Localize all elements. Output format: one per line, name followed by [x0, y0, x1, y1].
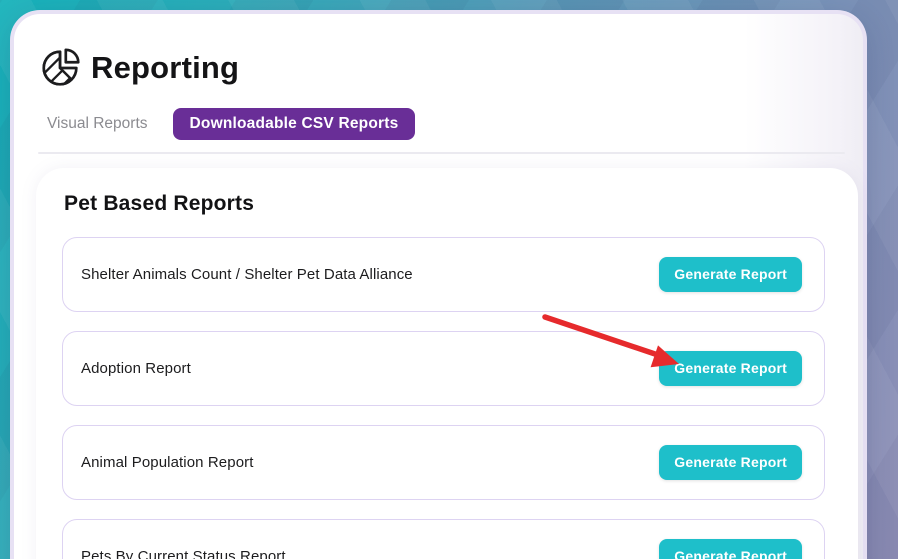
tab-visual-reports[interactable]: Visual Reports — [47, 115, 148, 133]
pet-based-reports-panel: Pet Based Reports Shelter Animals Count … — [36, 168, 858, 559]
generate-report-button[interactable]: Generate Report — [659, 445, 802, 480]
report-card: Animal Population Report Generate Report — [62, 425, 825, 500]
generate-report-button[interactable]: Generate Report — [659, 539, 802, 559]
report-name: Shelter Animals Count / Shelter Pet Data… — [81, 266, 413, 283]
tabs-divider — [38, 152, 845, 154]
section-title: Pet Based Reports — [64, 192, 255, 215]
report-card: Adoption Report Generate Report — [62, 331, 825, 406]
report-card: Shelter Animals Count / Shelter Pet Data… — [62, 237, 825, 312]
report-name: Animal Population Report — [81, 454, 254, 471]
tabs-bar: Visual Reports Downloadable CSV Reports — [47, 107, 416, 141]
generate-report-button[interactable]: Generate Report — [659, 257, 802, 292]
page-header: Reporting — [38, 44, 239, 92]
report-name: Pets By Current Status Report — [81, 548, 286, 559]
main-card: Reporting Visual Reports Downloadable CS… — [10, 10, 867, 559]
report-list: Shelter Animals Count / Shelter Pet Data… — [62, 237, 825, 559]
report-card: Pets By Current Status Report Generate R… — [62, 519, 825, 559]
report-name: Adoption Report — [81, 360, 191, 377]
pie-chart-icon — [38, 44, 84, 92]
tab-downloadable-csv-reports[interactable]: Downloadable CSV Reports — [172, 107, 416, 141]
generate-report-button[interactable]: Generate Report — [659, 351, 802, 386]
page-title: Reporting — [91, 50, 240, 85]
